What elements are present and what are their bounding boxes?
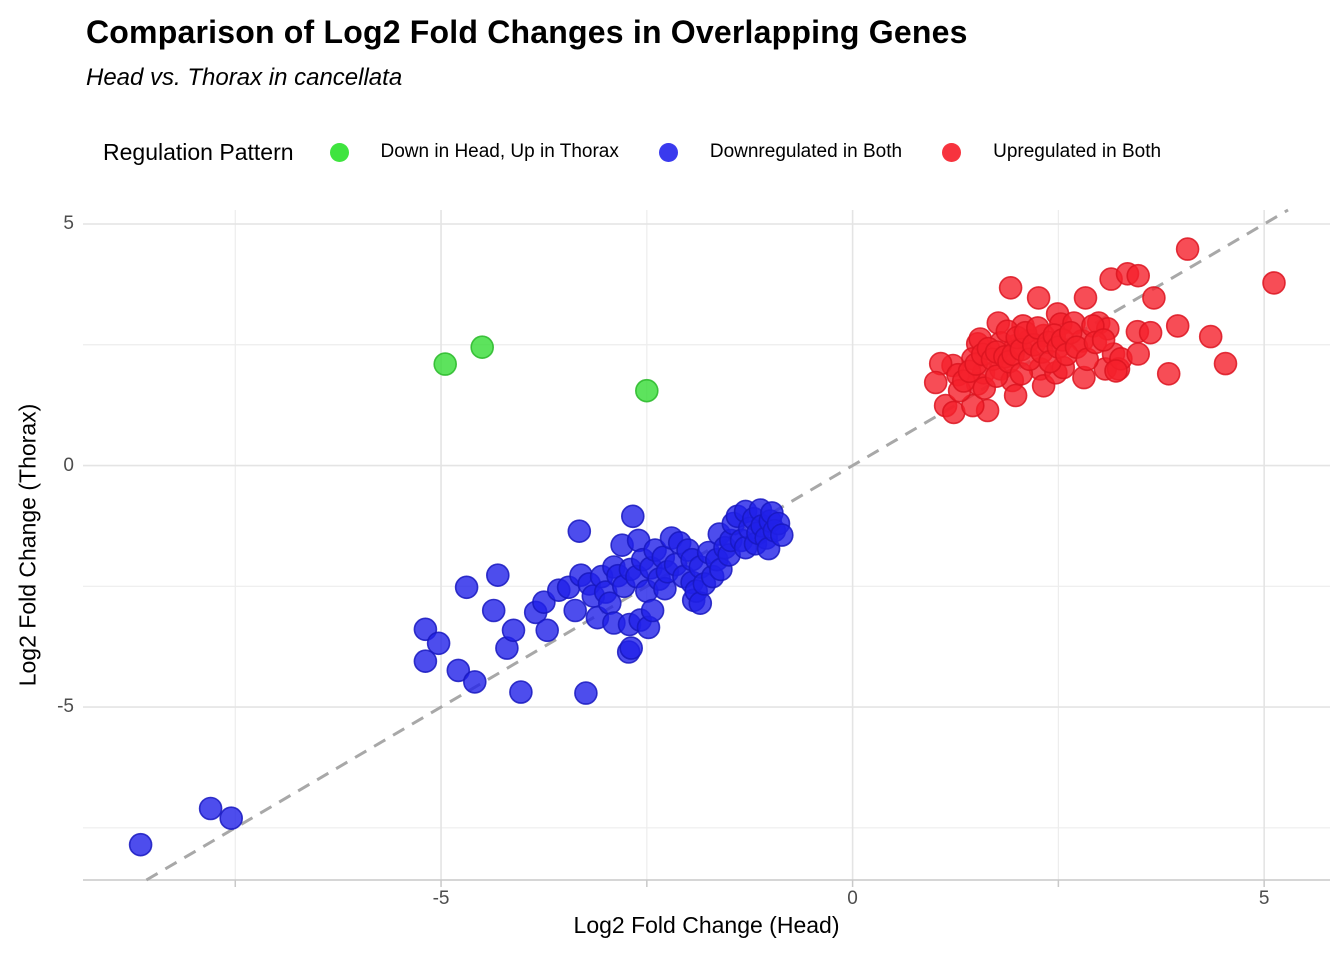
series-down-in-head-up-in-thorax — [433, 335, 659, 403]
data-point — [1126, 342, 1150, 366]
data-point — [1138, 320, 1163, 345]
data-point — [688, 591, 713, 616]
legend: Regulation Pattern Down in Head, Up in T… — [103, 136, 1201, 168]
legend-item-downregulated-both: Downregulated in Both — [658, 141, 903, 163]
data-point — [219, 806, 243, 831]
chart-title: Comparison of Log2 Fold Changes in Overl… — [86, 14, 968, 50]
data-point — [501, 618, 526, 643]
data-point — [960, 393, 985, 418]
x-axis-line — [83, 879, 1330, 887]
data-point — [563, 598, 588, 623]
data-point — [619, 636, 644, 660]
x-tick-label: -5 — [432, 888, 450, 909]
x-tick-label: 5 — [1258, 888, 1270, 909]
data-point — [1175, 237, 1200, 261]
y-tick-label: -5 — [57, 696, 74, 718]
legend-dot-blue-icon — [658, 142, 678, 162]
series-downregulated-in-both — [128, 498, 794, 857]
gridlines — [83, 210, 1330, 880]
legend-item-label: Downregulated in Both — [709, 141, 903, 162]
legend-dot-green-icon — [329, 142, 349, 162]
data-point — [998, 275, 1023, 300]
data-point — [1104, 359, 1128, 383]
data-point — [198, 796, 223, 821]
data-point — [509, 680, 533, 704]
data-point — [426, 631, 451, 656]
data-point — [535, 618, 560, 643]
data-point — [620, 504, 645, 529]
legend-title: Regulation Pattern — [103, 138, 294, 165]
legend-item-label: Upregulated in Both — [993, 141, 1162, 162]
data-point — [1142, 286, 1166, 310]
data-point — [1003, 383, 1028, 408]
legend-item-upregulated-both: Upregulated in Both — [942, 141, 1161, 163]
data-point — [481, 598, 506, 623]
data-point — [640, 598, 665, 623]
data-point — [923, 370, 948, 395]
data-point — [446, 658, 471, 683]
data-point — [1026, 286, 1051, 310]
data-point — [1073, 286, 1098, 310]
data-point — [1262, 271, 1286, 295]
y-tick-label: 0 — [63, 454, 74, 476]
x-tick-label: 0 — [847, 888, 858, 909]
data-point — [462, 670, 487, 694]
data-point — [769, 523, 794, 547]
legend-item-label: Down in Head, Up in Thorax — [380, 141, 619, 162]
y-tick-label: 5 — [63, 213, 74, 234]
y-axis-label: Log2 Fold Change (Thorax) — [14, 403, 41, 687]
data-point — [413, 649, 438, 674]
x-axis-label: Log2 Fold Change (Head) — [573, 912, 840, 938]
data-point — [433, 352, 458, 376]
legend-dot-red-icon — [942, 142, 962, 162]
data-point — [1198, 324, 1223, 349]
data-point — [1156, 361, 1181, 386]
chart-subtitle: Head vs. Thorax in cancellata — [86, 64, 403, 91]
data-point — [1126, 263, 1150, 288]
data-point — [128, 832, 153, 857]
data-point — [470, 335, 495, 360]
data-point — [567, 519, 592, 544]
data-point — [634, 378, 659, 403]
series-upregulated-in-both — [923, 237, 1286, 425]
data-point — [454, 575, 479, 600]
data-point — [485, 563, 510, 588]
legend-item-down-head-up-thorax: Down in Head, Up in Thorax — [329, 141, 619, 163]
data-point — [1165, 314, 1190, 338]
data-point — [1091, 328, 1116, 352]
data-point — [574, 681, 598, 705]
data-point — [1213, 351, 1238, 376]
